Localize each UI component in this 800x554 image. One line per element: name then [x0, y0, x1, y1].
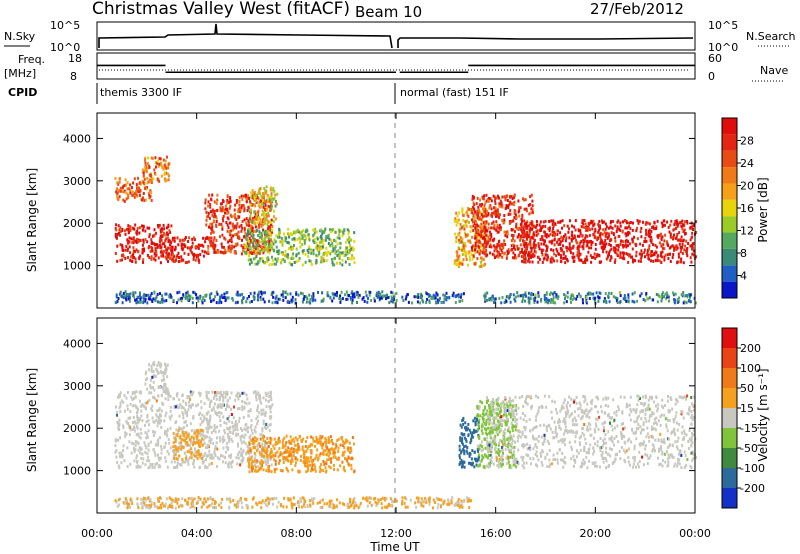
velocity-colorbar-swatch-6 — [722, 388, 737, 408]
power-colorbar-swatch-7 — [722, 183, 737, 200]
velocity-colorbar-swatch-9 — [722, 328, 737, 348]
power-ytick-2: 2000 — [63, 217, 91, 230]
freq-tick-low: 8 — [70, 70, 77, 83]
power-ytick-1: 1000 — [63, 260, 91, 273]
power-colorbar-swatch-8 — [722, 167, 737, 184]
nsky-tick-low: 10^0 — [50, 41, 80, 54]
velocity-echo-region-5 — [114, 496, 398, 510]
power-colorbar-swatch-1 — [722, 281, 737, 298]
power-echo-region-13 — [483, 291, 697, 305]
power-echo-region-8 — [114, 290, 398, 305]
power-ytick-3: 3000 — [63, 175, 91, 188]
power-colorbar-swatch-5 — [722, 216, 737, 233]
velocity-colorbar-swatch-1 — [722, 488, 737, 508]
x-tick-3: 08:00 — [280, 527, 312, 540]
x-tick-4: 12:00 — [380, 527, 412, 540]
power-echo-region-12 — [520, 219, 697, 265]
power-ytick-4: 4000 — [63, 132, 91, 145]
power-colorbar-tick-3: 20 — [740, 180, 754, 193]
x-tick-7: 00:00 — [679, 527, 711, 540]
velocity-colorbar-tick-4: 15 — [740, 402, 754, 415]
power-colorbar-swatch-9 — [722, 150, 737, 168]
date-label: 27/Feb/2012 — [590, 0, 684, 18]
power-colorbar-tick-2: 24 — [740, 157, 754, 170]
freq-strip: Freq. [MHz] 18 8 Nave 60 0 — [4, 52, 788, 83]
velocity-colorbar-label: Velocity [m s⁻¹] — [756, 368, 770, 461]
x-tick-1: 00:00 — [81, 527, 113, 540]
velocity-colorbar-swatch-8 — [722, 348, 737, 368]
freq-tick-high: 18 — [68, 52, 82, 65]
power-echo-region-2 — [114, 176, 153, 203]
x-tick-2: 04:00 — [181, 527, 213, 540]
x-axis-label: Time UT — [369, 540, 420, 554]
nsearch-tick-low: 10^0 — [708, 41, 738, 54]
beam-label: Beam 10 — [355, 3, 422, 21]
velocity-colorbar-swatch-3 — [722, 448, 737, 468]
power-colorbar-label: Power [dB] — [756, 177, 770, 242]
velocity-echo-region-6 — [458, 416, 481, 469]
velocity-panel: 1000 2000 3000 4000 00:00 04:00 08:00 12:00 16:… — [25, 113, 770, 554]
power-echo-region-9 — [401, 291, 465, 305]
cpid-row: CPID themis 3300 IF normal (fast) 151 IF — [8, 83, 509, 104]
nsearch-label: N.Search — [746, 30, 796, 43]
velocity-colorbar-tick-6: -50 — [740, 442, 758, 455]
velocity-ytick-2: 2000 — [63, 422, 91, 435]
nave-tick-low: 0 — [708, 70, 715, 83]
velocity-echo-region-2 — [144, 361, 169, 393]
freq-label: Freq. — [18, 53, 45, 66]
velocity-echo-region-3 — [172, 428, 204, 461]
velocity-echo-region-4 — [247, 434, 356, 474]
velocity-colorbar-swatch-5 — [722, 408, 737, 428]
power-colorbar-swatch-11 — [722, 118, 737, 135]
chart-title: Christmas Valley West (fitACF) — [92, 0, 350, 19]
velocity-colorbar-swatch-2 — [722, 468, 737, 488]
power-echo-region-3 — [141, 155, 171, 183]
power-echo-region-7 — [244, 227, 356, 267]
velocity-echo-region-8 — [486, 394, 697, 470]
nsky-trace — [98, 23, 694, 49]
velocity-colorbar-tick-8: -200 — [740, 482, 765, 495]
nsky-tick-high: 10^5 — [50, 19, 80, 32]
power-colorbar-tick-6: 8 — [740, 247, 747, 260]
velocity-colorbar-tick-7: -100 — [740, 462, 765, 475]
freq-unit: [MHz] — [4, 67, 36, 80]
velocity-ytick-4: 4000 — [63, 337, 91, 350]
velocity-ytick-1: 1000 — [63, 465, 91, 478]
nave-label: Nave — [760, 64, 788, 77]
power-panel: 1000 2000 3000 4000 Slant Range [km] 28 24 20… — [25, 112, 770, 309]
power-colorbar-tick-5: 12 — [740, 225, 754, 238]
noise-strip: N.Sky 10^5 10^0 N.Search 10^5 10^0 — [4, 19, 796, 54]
velocity-colorbar-tick-3: 50 — [740, 382, 754, 395]
power-colorbar-tick-7: 4 — [740, 270, 747, 283]
cpid-label: CPID — [8, 86, 37, 99]
nave-tick-high: 60 — [708, 52, 722, 65]
power-colorbar-swatch-3 — [722, 248, 737, 266]
power-ylabel: Slant Range [km] — [25, 168, 39, 272]
velocity-echo-region-9 — [401, 496, 473, 510]
velocity-colorbar-tick-1: 200 — [740, 342, 761, 355]
power-colorbar-swatch-2 — [722, 265, 737, 282]
power-colorbar-swatch-6 — [722, 199, 737, 217]
nsky-label: N.Sky — [4, 30, 36, 43]
velocity-colorbar-swatch-7 — [722, 368, 737, 388]
cpid-mode-2: normal (fast) 151 IF — [400, 86, 509, 99]
power-colorbar-tick-1: 28 — [740, 135, 754, 148]
velocity-colorbar-swatch-4 — [722, 428, 737, 448]
power-colorbar-swatch-10 — [722, 134, 737, 151]
power-echo-region-4 — [166, 236, 207, 265]
cpid-mode-1: themis 3300 IF — [100, 86, 182, 99]
velocity-colorbar-tick-5: -15 — [740, 422, 758, 435]
velocity-ylabel: Slant Range [km] — [25, 368, 39, 472]
power-colorbar-swatch-4 — [722, 232, 737, 249]
power-colorbar-tick-4: 16 — [740, 202, 754, 215]
velocity-colorbar-tick-2: 100 — [740, 362, 761, 375]
power-echo-region-6 — [249, 185, 279, 226]
nsearch-tick-high: 10^5 — [708, 19, 738, 32]
power-echo-region-5 — [204, 193, 274, 256]
velocity-ytick-3: 3000 — [63, 380, 91, 393]
x-tick-6: 20:00 — [579, 527, 611, 540]
x-tick-5: 16:00 — [480, 527, 512, 540]
